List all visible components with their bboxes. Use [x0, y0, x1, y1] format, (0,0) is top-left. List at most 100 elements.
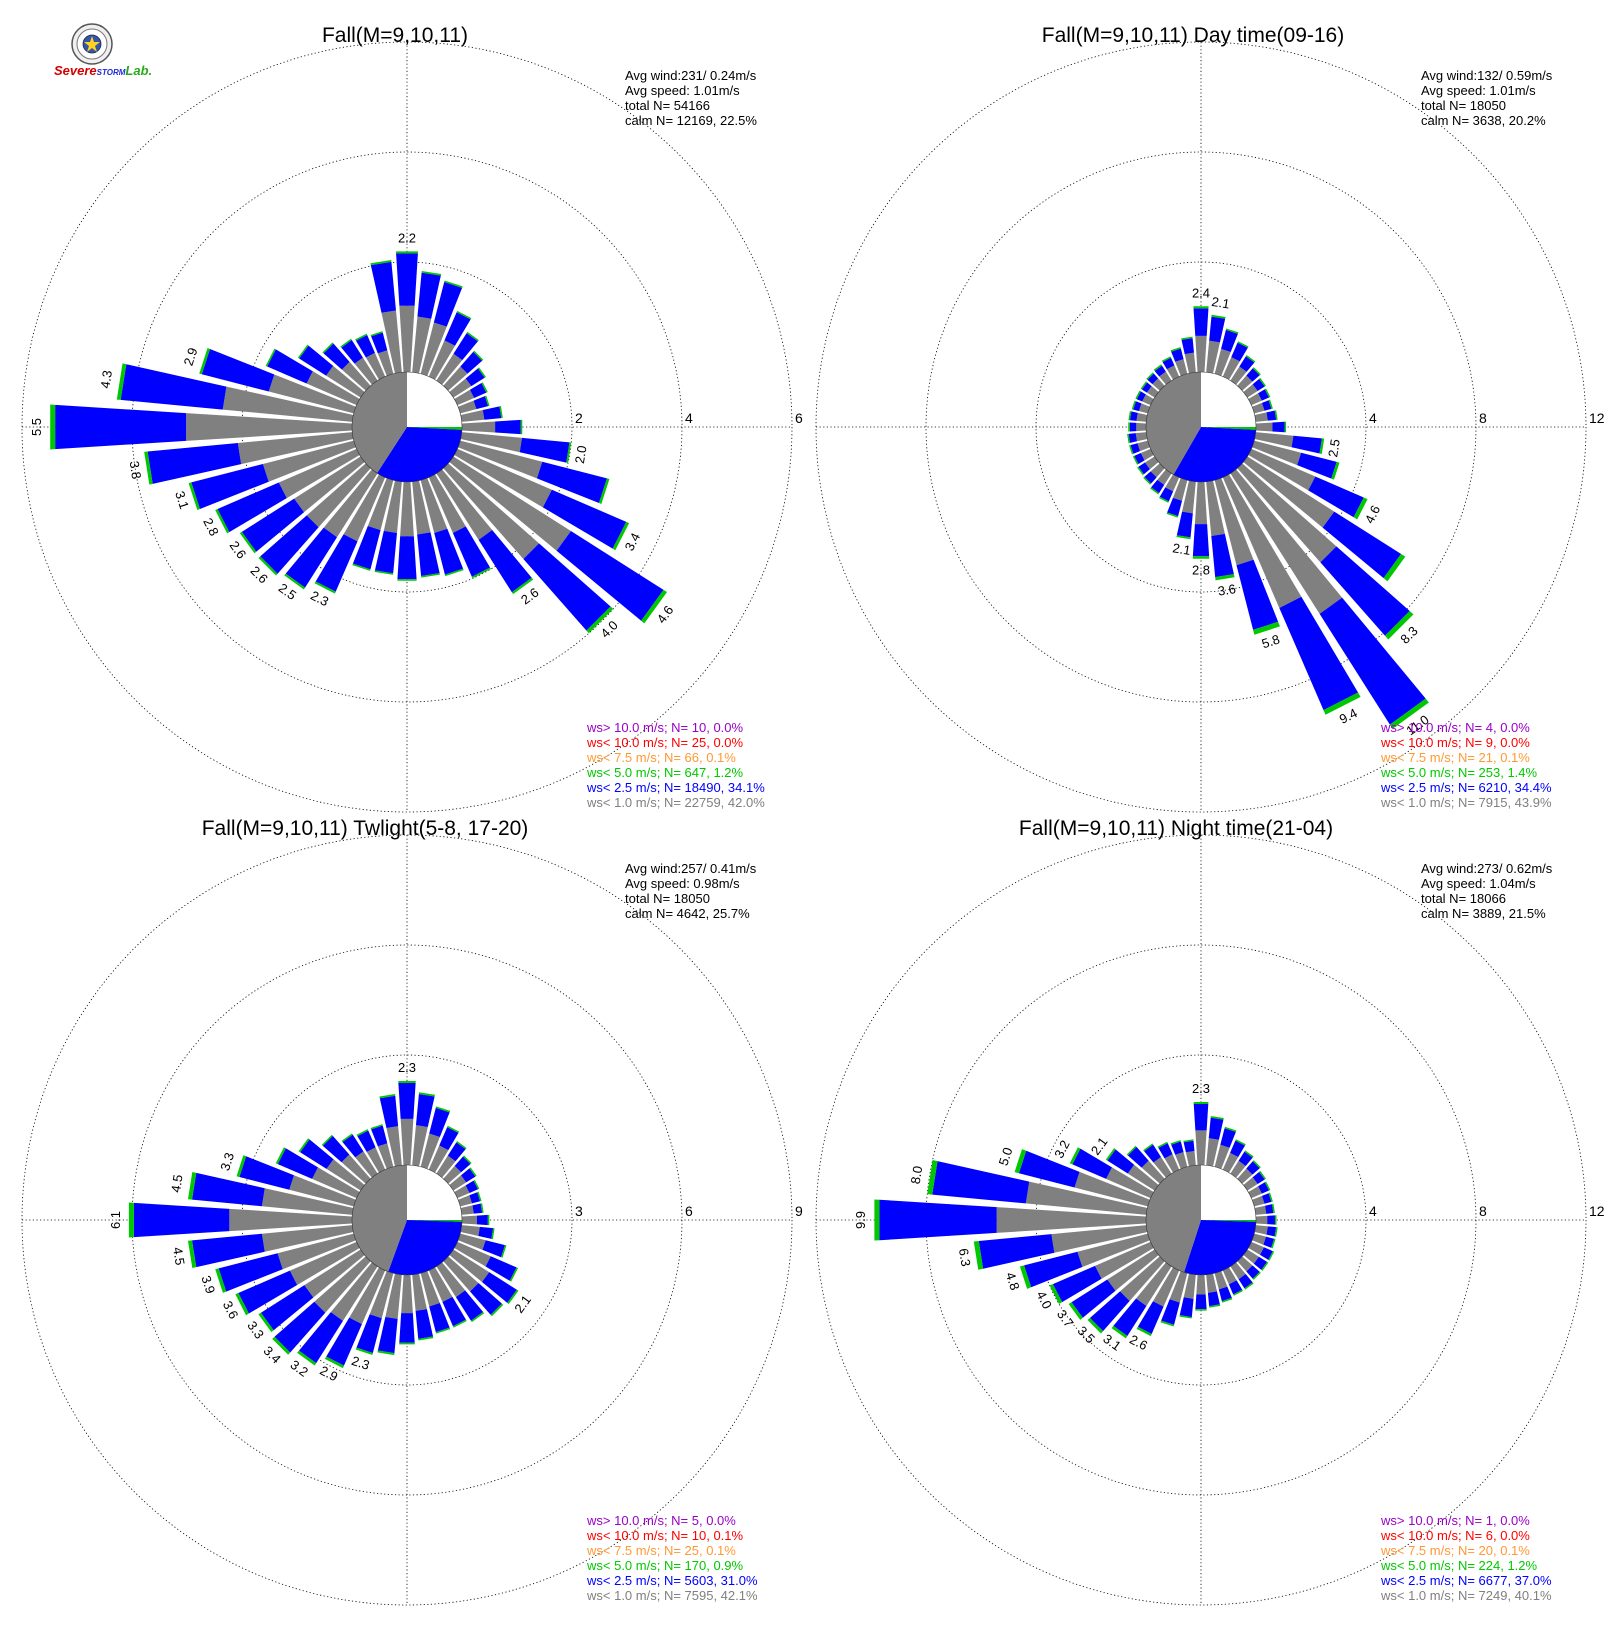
bar-segment-ws-lt-2-5: [371, 1125, 388, 1147]
bar-segment-ws-lt-2-5: [260, 515, 319, 574]
bar-segment-ws-lt-2-5: [326, 1317, 362, 1366]
bar-segment-ws-lt-5: [297, 344, 309, 359]
bar-segment-ws-lt-1: [268, 374, 356, 414]
bar-segment-ws-lt-1: [412, 1125, 428, 1167]
legend-entry: ws< 2.5 m/s; N= 6677, 37.0%: [1380, 1573, 1552, 1588]
bar-segment-ws-lt-1: [1165, 474, 1180, 492]
bar-segment-ws-lt-2-5: [315, 534, 358, 592]
bar-segment-ws-lt-1: [377, 1143, 394, 1169]
bar-segment-ws-lt-5: [236, 1155, 247, 1177]
stats-line: calm N= 3638, 20.2%: [1421, 113, 1546, 128]
bar-segment-ws-lt-1: [323, 469, 378, 538]
bar-segment-ws-lt-2-5: [355, 334, 375, 358]
bar-segment-ws-lt-2-5: [415, 1094, 435, 1127]
bar-segment-ws-lt-2-5: [1319, 597, 1426, 725]
bar-segment-ws-lt-1: [1175, 359, 1188, 376]
bar-segment-ws-lt-5: [340, 338, 352, 348]
bar-segment-ws-lt-2-5: [978, 1234, 1055, 1269]
bar-segment-ws-lt-2-5: [201, 348, 275, 392]
bar-segment-ws-lt-5: [477, 367, 486, 378]
bar-segment-ws-lt-5: [355, 1347, 373, 1355]
bar-segment-ws-lt-1: [399, 305, 415, 373]
legend-entry: ws< 10.0 m/s; N= 9, 0.0%: [1380, 735, 1530, 750]
bar-segment-ws-lt-2-5: [1263, 1236, 1275, 1248]
bar-total-label: 4.0: [1033, 1288, 1055, 1311]
bar-segment-ws-lt-5: [1166, 512, 1179, 518]
bar-segment-ws-lt-1: [454, 389, 475, 406]
bar-segment-ws-lt-2-5: [542, 489, 627, 549]
bar-segment-ws-lt-5: [1087, 1317, 1104, 1334]
bar-segment-ws-lt-2-5: [370, 261, 396, 313]
bar-total-label: 2.5: [276, 580, 299, 603]
bar-segment-ws-lt-1: [1195, 1130, 1207, 1166]
bar-segment-ws-lt-2-5: [1246, 368, 1260, 382]
bar-segment-ws-lt-1: [428, 1145, 449, 1173]
bar-segment-ws-lt-2-5: [1220, 1128, 1236, 1148]
bar-segment-ws-lt-1: [1230, 1262, 1246, 1280]
bar-segment-ws-lt-5: [586, 606, 614, 634]
ring-label: 8: [1479, 1203, 1487, 1219]
bar-total-label: 4.3: [97, 369, 115, 389]
bar-segment-ws-lt-5: [1068, 1302, 1083, 1320]
bar-segment-ws-lt-1: [428, 474, 466, 534]
bar-segment-ws-lt-5: [1274, 1227, 1278, 1237]
bar-segment-ws-lt-2-5: [453, 333, 478, 361]
bar-segment-ws-lt-2-5: [218, 1253, 283, 1292]
bar-segment-ws-lt-2-5: [1176, 511, 1193, 538]
bar-segment-ws-lt-1: [1237, 1256, 1253, 1272]
bar-segment-ws-lt-5: [1323, 692, 1361, 715]
bar-segment-ws-lt-2-5: [1261, 1193, 1272, 1204]
grid-ring: [1035, 261, 1367, 593]
bar-total-label: 3.6: [220, 1298, 242, 1321]
legend-entry: ws< 1.0 m/s; N= 7249, 40.1%: [1380, 1588, 1552, 1603]
bar-segment-ws-lt-5: [370, 1124, 383, 1130]
bar-segment-ws-lt-1: [1025, 1181, 1148, 1215]
bar-segment-ws-lt-5: [487, 1214, 490, 1226]
bar-segment-ws-lt-5: [507, 1289, 519, 1305]
stats-line: Avg wind:231/ 0.24m/s: [625, 68, 757, 83]
bar-segment-ws-lt-1: [460, 410, 485, 422]
legend-entry: ws> 10.0 m/s; N= 1, 0.0%: [1380, 1513, 1530, 1528]
bar-segment-ws-lt-1: [461, 421, 496, 433]
bar-segment-ws-lt-1: [1153, 1156, 1172, 1178]
grid-ring: [241, 261, 573, 593]
bar-segment-ws-lt-2-5: [1228, 1280, 1243, 1295]
panel-title: Fall(M=9,10,11) Twlight(5-8, 17-20): [202, 817, 529, 840]
bar-segment-ws-lt-5: [444, 280, 463, 288]
bar-segment-ws-lt-2-5: [1018, 1150, 1080, 1188]
bar-segment-ws-lt-5: [235, 1292, 249, 1316]
bar-segment-ws-lt-1: [458, 1233, 486, 1250]
bar-segment-ws-lt-2-5: [274, 1301, 326, 1353]
bar-segment-ws-lt-5: [1179, 1315, 1192, 1319]
bar-segment-ws-lt-5: [1237, 341, 1249, 348]
bar-segment-ws-lt-2-5: [523, 543, 611, 631]
stats-line: calm N= 3889, 21.5%: [1421, 906, 1546, 921]
bar-segment-ws-lt-2-5: [429, 1303, 450, 1333]
bar-segment-ws-lt-1: [262, 440, 356, 482]
bar-segment-ws-lt-5: [421, 573, 440, 578]
bar-segment-ws-lt-5: [1131, 400, 1136, 410]
ring-label: 6: [795, 410, 803, 426]
bar-segment-ws-lt-5: [471, 567, 491, 579]
bar-segment-ws-lt-5: [1128, 411, 1132, 421]
panel-title: Fall(M=9,10,11): [322, 24, 468, 47]
bar-total-label: 3.2: [1051, 1138, 1073, 1161]
bar-segment-ws-lt-1: [460, 1205, 474, 1215]
bar-segment-ws-lt-2-5: [465, 1180, 478, 1193]
bar-segment-ws-lt-1: [377, 350, 394, 376]
bar-total-label: 2.2: [398, 230, 416, 245]
bar-segment-ws-lt-1: [383, 480, 402, 533]
bar-segment-ws-lt-1: [449, 1249, 490, 1283]
bar-segment-ws-lt-1: [1206, 480, 1225, 536]
bar-segment-ws-lt-1: [304, 1249, 365, 1298]
bar-segment-ws-lt-5: [215, 509, 230, 534]
bar-segment-ws-lt-2-5: [133, 1202, 230, 1238]
grid-ring: [241, 1054, 573, 1386]
bar-segment-ws-lt-1: [428, 340, 456, 380]
bar-segment-ws-lt-5: [50, 404, 56, 450]
bar-total-label: 2.1: [1211, 294, 1231, 312]
bar-segment-ws-lt-5: [1252, 1271, 1261, 1280]
bar-segment-ws-lt-2-5: [1291, 435, 1322, 454]
bar-segment-ws-lt-1: [443, 1165, 462, 1184]
bar-segment-ws-lt-5: [370, 259, 392, 266]
